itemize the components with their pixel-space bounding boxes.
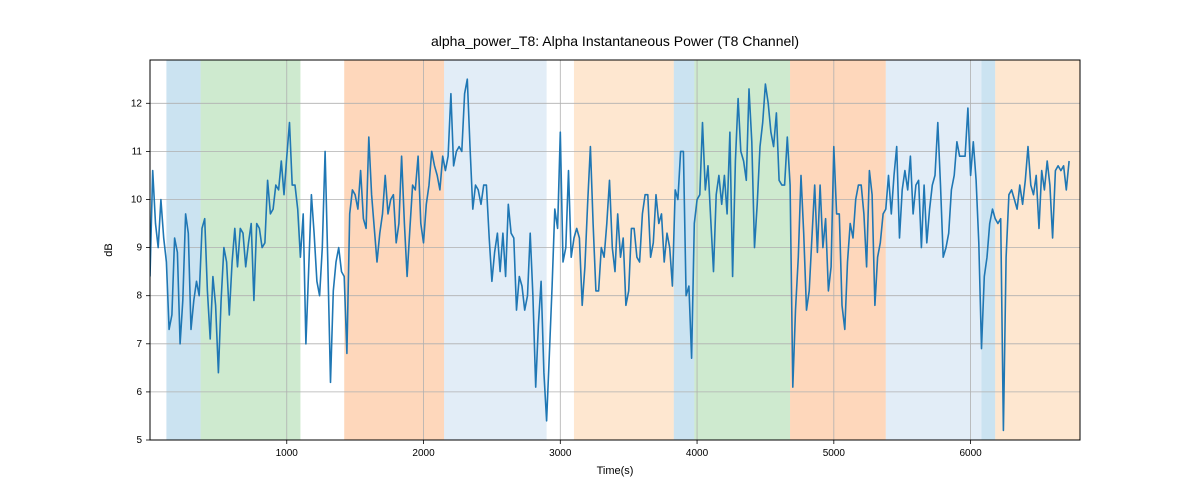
xtick-label: 6000: [959, 448, 982, 459]
chart-svg: 1000 2000 3000 4000 5000 6000 5 6 7 8 9 10 11 12 Time(…: [0, 0, 1200, 500]
span-region-0: [166, 60, 200, 440]
x-axis-label: Time(s): [597, 465, 634, 477]
chart-container: 1000 2000 3000 4000 5000 6000 5 6 7 8 9 10 11 12 Time(…: [0, 0, 1200, 500]
span-region-2: [344, 60, 444, 440]
span-region-1: [201, 60, 301, 440]
xtick-label: 3000: [549, 448, 572, 459]
ytick-label: 10: [131, 194, 143, 205]
ytick-label: 6: [136, 387, 142, 398]
ytick-label: 8: [136, 291, 142, 302]
xtick-label: 4000: [686, 448, 709, 459]
chart-title: alpha_power_T8: Alpha Instantaneous Powe…: [431, 33, 799, 49]
span-region-5: [674, 60, 695, 440]
xtick-label: 5000: [823, 448, 846, 459]
ytick-label: 5: [136, 435, 142, 446]
ytick-label: 7: [136, 339, 142, 350]
xtick-label: 1000: [276, 448, 299, 459]
ytick-label: 11: [132, 146, 143, 157]
span-region-10: [995, 60, 1080, 440]
ytick-label: 12: [131, 98, 143, 109]
y-axis-label: dB: [103, 243, 115, 256]
xtick-label: 2000: [412, 448, 435, 459]
ytick-label: 9: [136, 243, 142, 254]
